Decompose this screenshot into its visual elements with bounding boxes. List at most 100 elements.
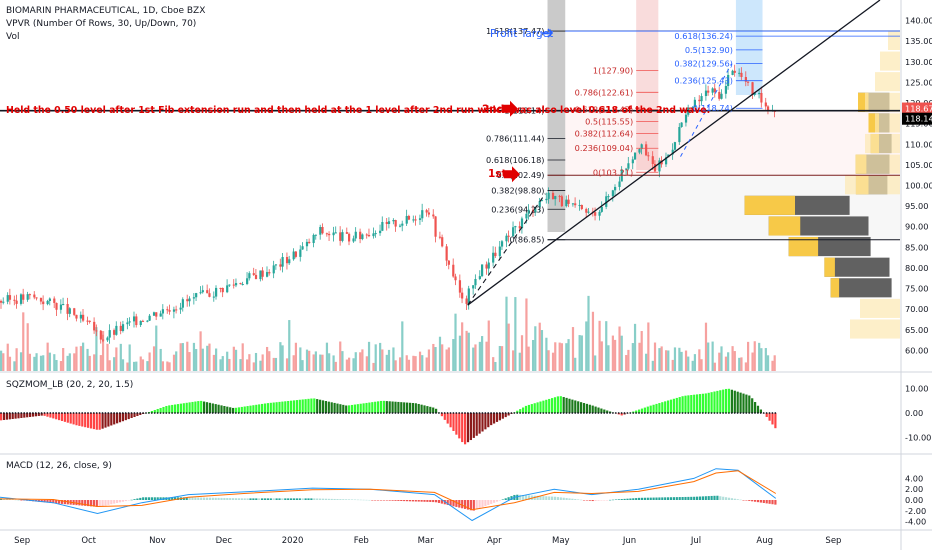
- candle-body: [135, 316, 138, 326]
- sqz-histogram-bar: [11, 413, 14, 420]
- sqz-histogram-bar: [292, 400, 296, 413]
- sqz-dot: [525, 412, 527, 414]
- sqz-histogram-bar: [269, 402, 272, 413]
- macd-histogram-bar: [574, 499, 577, 500]
- macd-histogram-bar: [719, 496, 722, 500]
- sqz-dot: [177, 412, 179, 414]
- sqz-dot: [730, 412, 733, 414]
- sqz-histogram-bar: [649, 405, 652, 413]
- candle-body: [13, 299, 16, 301]
- sqz-dot: [220, 412, 223, 414]
- sqz-histogram-bar: [298, 399, 301, 413]
- volume-bar: [587, 295, 590, 371]
- sqzmom-legend: SQZMOM_LB (20, 2, 20, 1.5): [6, 380, 134, 390]
- time-tick-label: Sep: [825, 536, 841, 546]
- volume-bar: [121, 359, 125, 371]
- sqz-dot: [156, 412, 159, 414]
- sqz-dot: [182, 412, 185, 414]
- sqz-dot: [461, 412, 463, 414]
- sqz-dot: [371, 412, 374, 414]
- volume-bar: [159, 348, 162, 371]
- sqz-dot: [235, 412, 237, 414]
- sqz-dot: [226, 412, 229, 414]
- sqz-tick-label: 0.00: [905, 408, 923, 418]
- sqz-histogram-bar: [243, 406, 246, 413]
- sqz-histogram-bar: [240, 406, 243, 413]
- sqz-dot: [411, 412, 414, 414]
- sqz-histogram-bar: [397, 401, 400, 413]
- sqz-dot: [46, 412, 49, 414]
- volume-bar: [113, 357, 116, 371]
- sqz-histogram-bar: [493, 413, 496, 424]
- sqz-dot: [403, 412, 405, 414]
- macd-histogram-bar: [739, 499, 742, 501]
- sqz-dot: [368, 412, 371, 414]
- candle-body: [458, 280, 462, 293]
- sqz-dot: [469, 412, 472, 414]
- macd-tick-label: 4.00: [905, 473, 923, 483]
- sqz-dot: [478, 412, 481, 414]
- volume-bar: [341, 351, 344, 371]
- volume-bar: [139, 356, 142, 371]
- sqz-histogram-bar: [377, 401, 380, 413]
- volume-bar: [199, 331, 202, 371]
- macd-histogram-bar: [710, 495, 713, 500]
- sqz-histogram-bar: [191, 401, 194, 413]
- candle-body: [161, 309, 165, 314]
- price-badge-text: 118.67: [905, 104, 932, 114]
- volume-bar: [19, 352, 23, 371]
- candle-body: [607, 196, 610, 198]
- sqz-histogram-bar: [530, 404, 533, 413]
- macd-histogram-bar: [324, 498, 327, 500]
- volume-bar: [301, 360, 304, 371]
- sqz-dot: [188, 412, 191, 414]
- volume-bar: [753, 341, 756, 371]
- macd-histogram-bar: [678, 497, 681, 500]
- candle-body: [328, 233, 331, 236]
- candle-body: [547, 192, 550, 199]
- sqz-dot: [353, 412, 356, 414]
- candle-body: [487, 262, 490, 269]
- volume-bar: [272, 357, 275, 371]
- sqz-dot: [446, 412, 449, 414]
- macd-histogram-bar: [229, 498, 232, 500]
- gray-highlight-column: [547, 0, 566, 232]
- sqz-dot: [98, 412, 101, 414]
- sqz-dot: [110, 412, 113, 414]
- sqz-histogram-bar: [597, 407, 600, 413]
- analysis-annotation: Held the 0.50 level after 1st Fib extens…: [6, 105, 711, 116]
- sqz-histogram-bar: [200, 400, 203, 413]
- volume-bar: [461, 322, 464, 371]
- macd-histogram-bar: [321, 498, 325, 500]
- volume-bar: [605, 321, 608, 371]
- volume-bar: [126, 362, 129, 371]
- candle-body: [126, 322, 129, 325]
- volume-bar: [321, 354, 324, 371]
- candle-body: [454, 276, 457, 281]
- sqz-histogram-bar: [49, 413, 52, 418]
- volume-bar: [48, 352, 51, 371]
- sqz-dot: [406, 412, 408, 414]
- macd-histogram-bar: [142, 497, 145, 500]
- sqz-dot: [652, 412, 655, 414]
- volume-bar: [381, 349, 384, 371]
- candle-body: [744, 77, 747, 82]
- sqz-histogram-bar: [321, 400, 325, 413]
- sqz-dot: [382, 412, 385, 414]
- macd-histogram-bar: [649, 497, 652, 500]
- macd-histogram-bar: [234, 498, 238, 500]
- sqz-histogram-bar: [339, 404, 342, 413]
- sqz-histogram-bar: [95, 413, 98, 430]
- candle-body: [758, 92, 761, 94]
- sqz-histogram-bar: [719, 390, 722, 413]
- volume-bar: [678, 347, 681, 371]
- sqz-dot: [646, 412, 649, 414]
- candle-body: [28, 294, 32, 296]
- sqz-histogram-bar: [353, 404, 356, 413]
- volume-bar: [181, 343, 184, 371]
- volume-bar: [653, 342, 657, 371]
- macd-histogram-bar: [353, 499, 356, 501]
- sqz-dot: [322, 412, 324, 414]
- price-tick-label: 65.00: [905, 325, 928, 335]
- sqz-dot: [174, 412, 176, 414]
